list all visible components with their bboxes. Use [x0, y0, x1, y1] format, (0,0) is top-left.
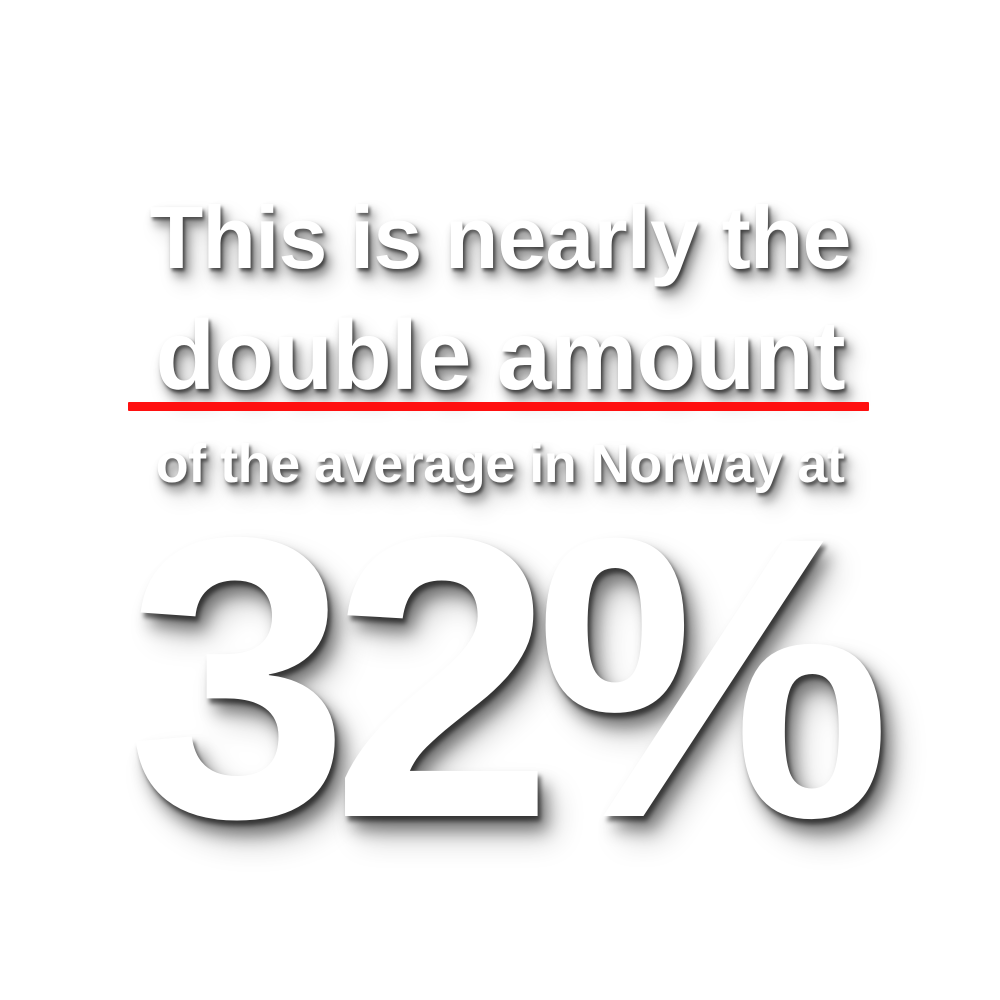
- percentage-stat: 32%: [126, 454, 892, 901]
- red-underline: [128, 402, 869, 411]
- headline-line-2: double amount: [155, 300, 845, 410]
- headline-line-3: of the average in Norway at: [155, 434, 845, 494]
- headline-line-1: This is nearly the: [149, 188, 852, 287]
